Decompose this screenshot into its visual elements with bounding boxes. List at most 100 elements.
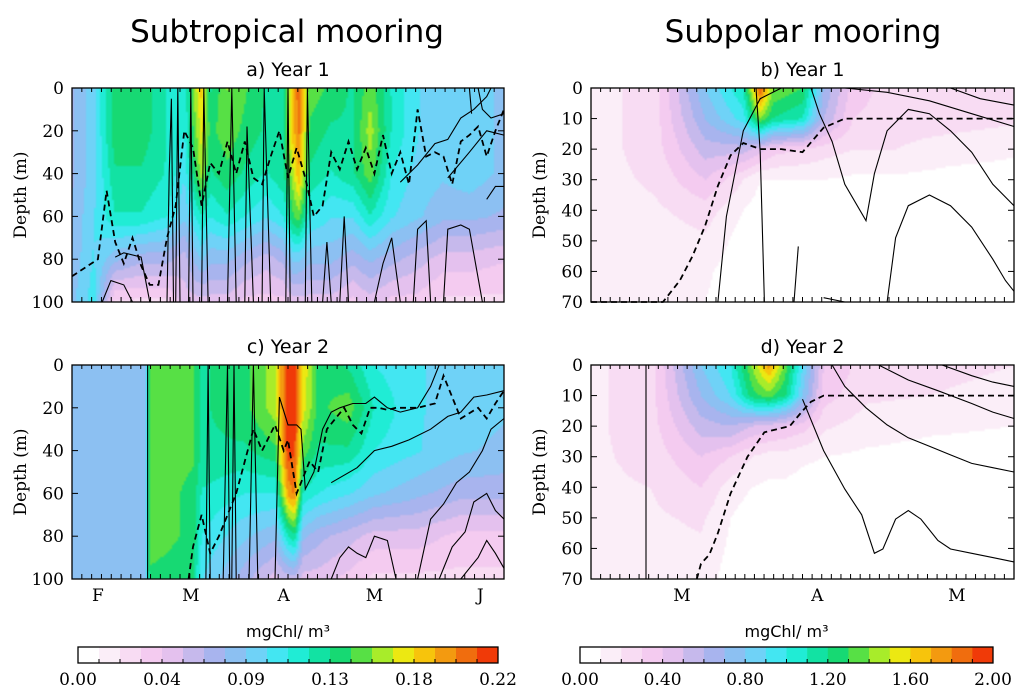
contour-line <box>950 87 1015 106</box>
y-tick-label: 40 <box>42 442 64 462</box>
colorbar-tick-label: 0.22 <box>479 670 517 690</box>
colorbar-tick-label: 1.20 <box>809 670 847 690</box>
colorbar-tick-label: 0.00 <box>561 670 599 690</box>
colorbar-swatch <box>204 647 226 663</box>
colorbar-label: mgChl/ m³ <box>745 622 829 641</box>
panel-title: b) Year 1 <box>761 59 845 81</box>
colorbar-swatch <box>951 647 973 663</box>
y-tick-label: 10 <box>561 387 583 407</box>
y-tick-label: 0 <box>53 79 64 99</box>
x-month-label: A <box>810 586 824 606</box>
colorbar-swatch <box>662 647 684 663</box>
colorbar-swatch <box>330 647 352 663</box>
contour-lines <box>717 87 1015 303</box>
colorbar-swatch <box>456 647 478 663</box>
y-tick-label: 10 <box>561 110 583 130</box>
contour-line <box>417 418 505 580</box>
y-tick-label: 20 <box>561 417 583 437</box>
colorbar-swatch <box>267 647 289 663</box>
colorbar-swatch <box>225 647 247 663</box>
y-tick-label: 40 <box>561 478 583 498</box>
contour-lines <box>645 364 1015 579</box>
colorbar-swatch <box>889 647 911 663</box>
contour-line <box>166 98 175 303</box>
contour-line <box>486 185 504 200</box>
contour-line <box>399 87 492 183</box>
colorbar-label: mgChl/ m³ <box>246 622 330 641</box>
colorbar-swatch <box>288 647 310 663</box>
y-tick-label: 20 <box>561 140 583 160</box>
colorbar-swatch <box>703 647 725 663</box>
heatmap-field <box>591 88 1014 302</box>
colorbar-swatch <box>869 647 891 663</box>
colorbar-swatch <box>183 647 205 663</box>
contour-line <box>801 398 1015 563</box>
y-tick-label: 20 <box>42 399 64 419</box>
contour-line <box>330 535 397 580</box>
contour-line <box>886 194 1015 303</box>
contour-line <box>442 224 483 303</box>
y-tick-label: 40 <box>561 201 583 221</box>
y-tick-label: 30 <box>561 171 583 191</box>
y-tick-label: 60 <box>561 262 583 282</box>
y-tick-label: 30 <box>561 448 583 468</box>
contour-line <box>831 364 1015 473</box>
y-tick-label: 100 <box>32 570 64 590</box>
colorbar-swatch <box>683 647 705 663</box>
colorbar-tick-label: 1.60 <box>891 670 929 690</box>
colorbar-swatch <box>393 647 415 663</box>
column-title-subpolar: Subpolar mooring <box>665 14 942 50</box>
y-tick-label: 0 <box>572 79 583 99</box>
colorbar-tick-label: 0.40 <box>644 670 682 690</box>
y-tick-label: 70 <box>561 570 583 590</box>
contour-line <box>468 87 473 114</box>
y-tick-label: 50 <box>561 232 583 252</box>
colorbar-swatch <box>621 647 643 663</box>
mixed-layer-depth-line <box>187 373 505 580</box>
colorbar-swatch <box>931 647 952 663</box>
panel-d: d) Year 2 Depth (m) 0 10 20 30 40 50 60 70 M A M <box>530 336 1015 606</box>
colorbar-swatch <box>580 647 601 663</box>
contour-line <box>755 87 765 303</box>
colorbar-swatch <box>745 647 767 663</box>
panel-a: a) Year 1 Depth (m) 0 20 40 60 80 100 <box>11 59 505 313</box>
mixed-layer-depth-line <box>591 117 1014 303</box>
contour-line <box>941 364 1015 387</box>
colorbar-swatch <box>141 647 163 663</box>
x-month-label: A <box>277 586 291 606</box>
y-tick-label: 60 <box>42 207 64 227</box>
heatmap-field <box>591 365 1014 579</box>
colorbar-swatch <box>600 647 622 663</box>
colorbar-swatch <box>724 647 746 663</box>
colorbar-swatch <box>848 647 870 663</box>
colorbar-swatch <box>641 647 663 663</box>
colorbar-swatch <box>827 647 849 663</box>
colorbar-tick-label: 0.04 <box>143 670 181 690</box>
colorbar-swatch <box>99 647 121 663</box>
contour-line <box>878 364 1015 420</box>
colorbar-swatch <box>414 647 436 663</box>
y-tick-label: 60 <box>561 539 583 559</box>
heatmap-field <box>72 365 504 579</box>
contour-line <box>717 87 782 303</box>
colorbar-frame <box>77 646 499 664</box>
contour-line <box>274 364 440 580</box>
mixed-layer-depth-line <box>695 394 1014 580</box>
colorbar-swatch <box>477 647 499 663</box>
contour-line <box>339 216 350 303</box>
contour-line <box>373 237 401 303</box>
y-axis-label: Depth (m) <box>11 151 31 238</box>
contour-line <box>810 87 1015 223</box>
colorbar-tick-label: 0.80 <box>726 670 764 690</box>
contour-line <box>438 492 505 580</box>
y-tick-label: 70 <box>561 293 583 313</box>
y-tick-label: 80 <box>42 250 64 270</box>
column-title-subtropical: Subtropical mooring <box>130 14 444 50</box>
colorbar-tick-label: 0.09 <box>227 670 265 690</box>
y-tick-label: 0 <box>572 356 583 376</box>
colorbar-swatch <box>972 647 994 663</box>
y-tick-label: 100 <box>32 293 64 313</box>
panel-c: c) Year 2 Depth (m) 0 20 40 60 80 100 F M A M J <box>11 336 505 606</box>
colorbar-swatch <box>246 647 268 663</box>
